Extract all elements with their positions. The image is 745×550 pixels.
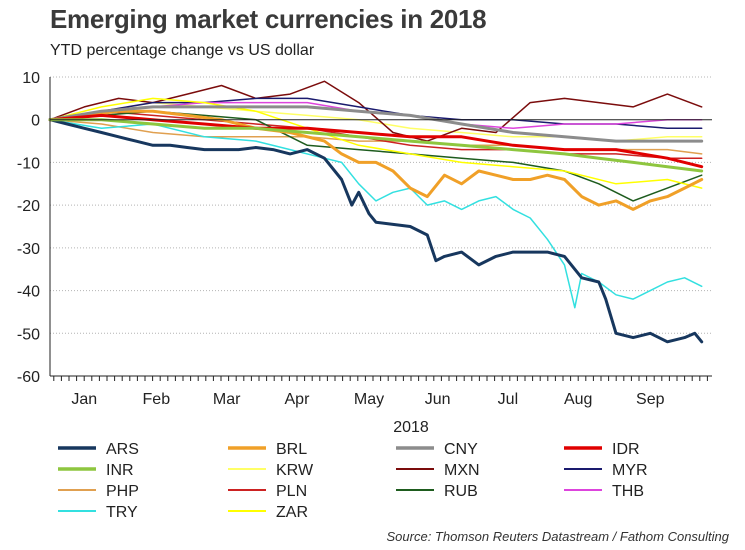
legend-label-cny: CNY [444, 441, 478, 458]
series-line-cny [48, 105, 704, 143]
y-tick-label: -60 [17, 369, 40, 386]
series-line-mxn [49, 80, 703, 142]
series-line-try [49, 118, 703, 309]
x-tick-label-may: May [354, 391, 384, 408]
legend-label-ars: ARS [106, 441, 139, 458]
legend-label-idr: IDR [612, 441, 640, 458]
series-line-inr [48, 118, 704, 173]
source-note: Source: Thomson Reuters Datastream / Fat… [386, 529, 729, 544]
legend-label-pln: PLN [276, 483, 307, 500]
y-tick-label: 10 [22, 70, 40, 87]
x-tick-label-feb: Feb [143, 391, 171, 408]
legend-label-zar: ZAR [276, 504, 308, 521]
axes: 10 0 -10 -20 -30 -40 -50 -60 Jan Feb Mar Apr May Jun J… [17, 70, 712, 436]
x-tick-label-jan: Jan [71, 391, 97, 408]
x-tick-label-jun: Jun [425, 391, 451, 408]
y-tick-label: -30 [17, 241, 40, 258]
chart-subtitle: YTD percentage change vs US dollar [50, 42, 315, 59]
legend-label-myr: MYR [612, 462, 648, 479]
legend-label-mxn: MXN [444, 462, 480, 479]
legend-label-thb: THB [612, 483, 644, 500]
legend-label-php: PHP [106, 483, 139, 500]
y-tick-label: 0 [31, 113, 40, 130]
series-line-pln [49, 110, 703, 159]
legend-label-krw: KRW [276, 462, 314, 479]
x-tick-label-sep: Sep [636, 391, 665, 408]
x-tick-label-aug: Aug [564, 391, 592, 408]
x-tick-label-apr: Apr [285, 391, 311, 408]
legend-label-inr: INR [106, 462, 134, 479]
legend-label-try: TRY [106, 504, 138, 521]
legend: ARS BRL CNY IDR INR KRW MXN MYR PHP PLN RUB THB TRY Z… [58, 441, 648, 521]
legend-label-rub: RUB [444, 483, 478, 500]
y-tick-label: -50 [17, 326, 40, 343]
series-line-zar [49, 97, 703, 189]
chart-title: Emerging market currencies in 2018 [50, 4, 487, 34]
y-tick-label: -10 [17, 155, 40, 172]
y-tick-label: -20 [17, 198, 40, 215]
series-line-ars [48, 118, 704, 344]
legend-label-brl: BRL [276, 441, 307, 458]
series-line-idr [48, 113, 704, 169]
x-tick-label-mar: Mar [213, 391, 241, 408]
x-axis-label: 2018 [393, 419, 429, 436]
series-lines [48, 80, 704, 344]
x-tick-label-jul: Jul [498, 391, 518, 408]
y-tick-label: -40 [17, 284, 40, 301]
